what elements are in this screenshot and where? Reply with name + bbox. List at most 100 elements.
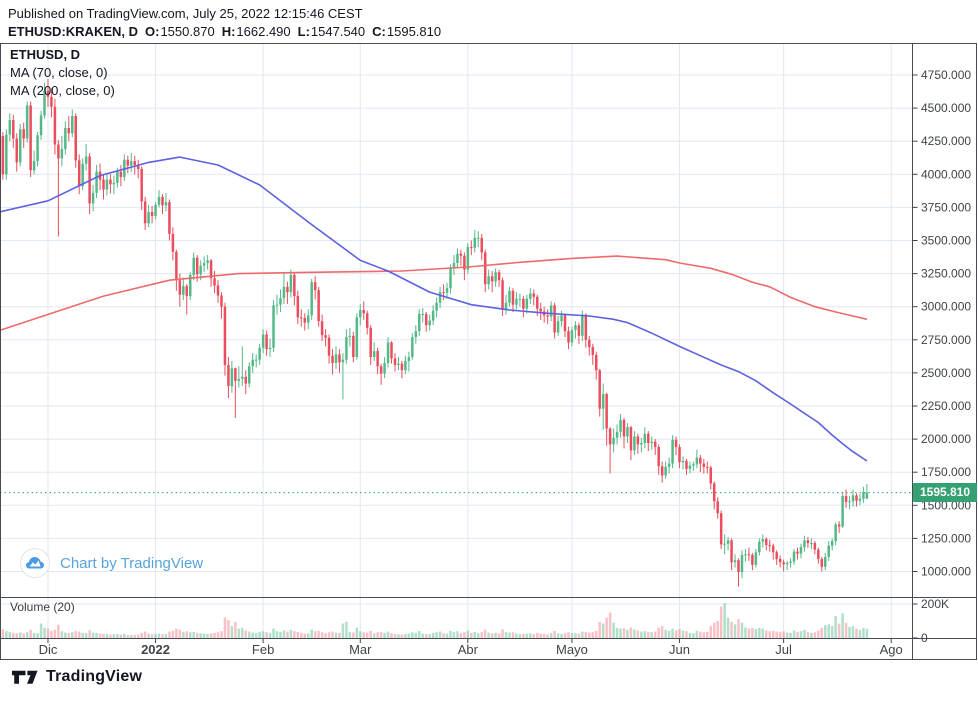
candle-body <box>404 360 407 371</box>
candle-body <box>525 298 529 309</box>
candle-body <box>74 116 77 161</box>
candle-body <box>202 263 206 266</box>
candle-body <box>778 558 782 563</box>
candle-body <box>227 364 230 387</box>
candle-body <box>674 439 678 448</box>
candle-body <box>18 129 22 163</box>
candle-body <box>671 439 674 464</box>
ohlc-close: C:1595.810 <box>372 24 442 39</box>
candle-body <box>334 354 338 363</box>
candle-body <box>46 90 50 97</box>
candle-body <box>431 310 435 321</box>
candle-body <box>504 302 508 310</box>
tradingview-logo-icon[interactable] <box>12 670 38 685</box>
candle-body <box>837 524 841 527</box>
candle-body <box>171 233 175 252</box>
price-tick-label: 1250.000 <box>921 531 971 545</box>
month-label: 2022 <box>141 642 170 657</box>
month-label: Abr <box>458 642 479 657</box>
price-tick-label: 4250.000 <box>921 134 971 148</box>
candle-body <box>95 171 98 193</box>
candle-body <box>619 419 622 432</box>
candle-body <box>189 274 192 297</box>
candle-body <box>653 441 657 448</box>
candle-body <box>331 355 334 363</box>
candle-body <box>719 513 723 545</box>
candle-body <box>213 278 216 286</box>
price-axis[interactable]: 4750.000 4500.000 4250.000 4000.000 3750.000… <box>913 68 971 645</box>
candle-body <box>751 554 754 565</box>
candle-body <box>473 237 477 248</box>
candle-body <box>435 302 438 311</box>
candle-body <box>105 179 109 190</box>
candle-body <box>477 237 480 239</box>
candle-body <box>64 127 67 150</box>
candle-body <box>320 321 324 336</box>
candle-body <box>723 543 726 545</box>
candle-body <box>792 551 796 562</box>
candle-body <box>841 496 844 527</box>
footer: TradingView <box>12 668 142 686</box>
candle-body <box>428 320 431 326</box>
candle-body <box>647 433 650 444</box>
candle-body <box>43 90 46 116</box>
candle-body <box>657 447 660 467</box>
candle-body <box>303 317 307 323</box>
candle-body <box>150 212 154 217</box>
candle-body <box>383 362 386 374</box>
candle-body <box>546 315 549 317</box>
candle-body <box>664 466 667 476</box>
candle-body <box>282 286 286 299</box>
candle-body <box>310 282 313 316</box>
candle-body <box>740 554 744 573</box>
candle-body <box>518 298 522 300</box>
candle-body <box>796 551 799 554</box>
candle-body <box>695 457 699 465</box>
tradingview-watermark-link[interactable]: Chart by TradingView <box>20 548 203 578</box>
candle-body <box>706 466 709 468</box>
candle-body <box>1 135 5 175</box>
candle-body <box>556 321 560 333</box>
candle-body <box>563 315 567 332</box>
candle-body <box>577 325 581 336</box>
candle-body <box>862 492 865 499</box>
candle-body <box>327 337 331 356</box>
candle-body <box>733 560 737 563</box>
candle-body <box>601 394 605 409</box>
candle-body <box>393 358 397 365</box>
candle-body <box>147 212 150 224</box>
header: Published on TradingView.com, July 25, 2… <box>8 5 441 41</box>
candle-body <box>463 255 466 270</box>
candle-body <box>300 317 303 319</box>
candle-body <box>501 280 504 310</box>
month-label: Jun <box>669 642 690 657</box>
candle-body <box>185 286 189 297</box>
candle-body <box>588 339 591 348</box>
time-axis[interactable]: Dic 2022 Feb Mar Abr Mayo Jun Jul Ago <box>39 639 903 657</box>
candle-body <box>272 305 275 348</box>
candle-body <box>29 105 32 171</box>
candle-body <box>57 144 60 159</box>
candle-body <box>785 562 789 565</box>
candle-body <box>605 394 608 429</box>
candle-body <box>265 334 268 350</box>
candle-body <box>338 354 341 363</box>
candle-body <box>154 204 157 217</box>
month-label: Jul <box>775 642 792 657</box>
candle-body <box>782 562 785 565</box>
candle-body <box>237 378 241 381</box>
candle-body <box>789 561 792 563</box>
chart-canvas[interactable]: 4750.000 4500.000 4250.000 4000.000 3750.000… <box>0 43 977 660</box>
price-tick-label: 3750.000 <box>921 200 971 214</box>
candle-body <box>119 171 123 177</box>
candle-body <box>109 179 112 185</box>
candle-body <box>192 257 195 275</box>
ma70-line <box>0 156 868 462</box>
candle-body <box>230 368 234 387</box>
symbol-ohlc-line: ETHUSD:KRAKEN, D O:1550.870 H:1662.490 L:15… <box>8 23 441 41</box>
candle-body <box>178 280 182 295</box>
candle-body <box>397 363 400 365</box>
candle-body <box>313 282 317 291</box>
month-label: Mar <box>349 642 372 657</box>
